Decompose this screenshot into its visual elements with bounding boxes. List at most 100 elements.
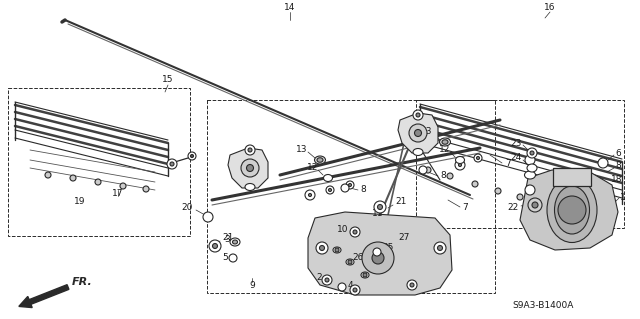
Text: 17: 17 [112,189,124,197]
Circle shape [335,248,339,252]
Text: 13: 13 [296,145,307,154]
Text: 21: 21 [395,197,406,206]
Circle shape [372,252,384,264]
Circle shape [413,110,423,120]
Circle shape [341,184,349,192]
Text: 18: 18 [611,175,623,184]
Text: 10: 10 [337,226,348,234]
Ellipse shape [440,138,451,146]
Text: 22: 22 [508,203,519,211]
Circle shape [209,240,221,252]
Circle shape [495,188,501,194]
Bar [207,100,495,293]
Circle shape [438,246,442,250]
Circle shape [407,280,417,290]
Circle shape [558,196,586,224]
Text: 4: 4 [348,280,354,290]
Circle shape [350,285,360,295]
Text: 5: 5 [222,253,228,262]
Text: 21: 21 [222,234,234,242]
Circle shape [167,159,177,169]
Circle shape [322,275,332,285]
Circle shape [527,148,537,158]
Circle shape [373,248,381,256]
Circle shape [246,165,253,172]
Bar [8,88,190,236]
Ellipse shape [361,272,369,278]
Text: 8: 8 [360,186,365,195]
Circle shape [241,159,259,177]
Circle shape [532,202,538,208]
Circle shape [415,130,422,137]
Bar [416,100,624,228]
Text: 14: 14 [284,4,296,12]
Text: 7: 7 [505,159,511,167]
Circle shape [248,148,252,152]
Circle shape [474,154,482,162]
Circle shape [328,189,332,191]
Circle shape [472,181,478,187]
Circle shape [346,181,354,189]
Ellipse shape [442,140,448,144]
Text: 3: 3 [224,235,230,244]
Text: 8: 8 [440,172,445,181]
Circle shape [120,183,126,189]
Text: 8: 8 [615,161,621,170]
Circle shape [245,145,255,155]
Polygon shape [520,170,618,250]
Text: 16: 16 [544,4,556,12]
Ellipse shape [456,157,465,164]
Ellipse shape [232,240,237,244]
Circle shape [477,157,479,160]
Text: 12: 12 [438,145,450,154]
Circle shape [525,185,535,195]
Circle shape [353,230,357,234]
Circle shape [416,113,420,117]
Circle shape [573,172,583,182]
FancyArrow shape [19,285,69,308]
Text: 11: 11 [372,209,384,218]
Ellipse shape [525,171,536,179]
Circle shape [410,283,414,287]
Circle shape [517,194,523,200]
Ellipse shape [245,183,255,190]
Circle shape [425,167,431,173]
Polygon shape [228,148,268,188]
Text: 7: 7 [462,204,468,212]
Text: FR.: FR. [72,277,93,287]
Circle shape [212,243,218,249]
Text: 23: 23 [511,138,522,147]
Circle shape [350,227,360,237]
Circle shape [305,190,315,200]
Circle shape [349,183,351,187]
Ellipse shape [413,149,423,155]
Text: 19: 19 [74,197,86,206]
Circle shape [598,158,608,168]
Circle shape [319,246,324,250]
Circle shape [528,198,542,212]
Circle shape [362,242,394,274]
Circle shape [409,124,427,142]
Text: 15: 15 [163,76,173,85]
Circle shape [203,212,213,222]
Circle shape [378,204,383,210]
Circle shape [353,288,357,292]
Ellipse shape [527,164,537,172]
Circle shape [348,260,352,264]
Circle shape [530,151,534,155]
Ellipse shape [333,247,341,253]
Ellipse shape [346,259,354,265]
Circle shape [525,155,535,165]
Circle shape [419,166,427,174]
Circle shape [45,172,51,178]
Ellipse shape [317,158,323,162]
Ellipse shape [554,186,589,234]
Ellipse shape [547,177,597,242]
Bar [553,168,591,186]
Circle shape [560,172,570,182]
Polygon shape [308,212,452,295]
Circle shape [95,179,101,185]
Circle shape [363,273,367,277]
Ellipse shape [323,174,333,182]
Text: 6: 6 [615,149,621,158]
